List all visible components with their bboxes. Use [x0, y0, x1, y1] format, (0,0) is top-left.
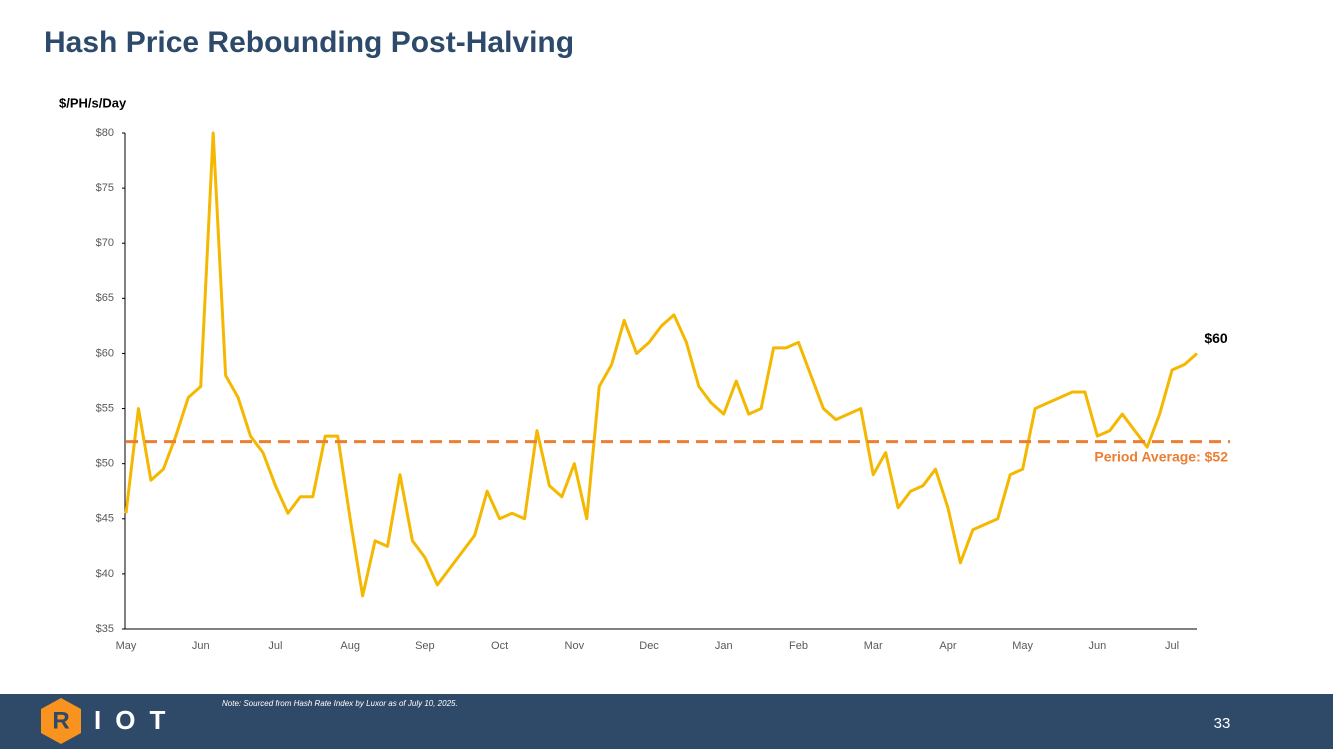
- slide-title: Hash Price Rebounding Post-Halving: [44, 26, 574, 59]
- page-number: 33: [1214, 715, 1231, 732]
- x-tick-label: Oct: [491, 640, 508, 652]
- logo-hex: [41, 698, 81, 744]
- y-tick-label: $80: [96, 127, 114, 139]
- x-tick-label: Sep: [415, 640, 435, 652]
- y-tick-label: $50: [96, 458, 114, 470]
- y-tick-label: $70: [96, 237, 114, 249]
- x-tick-label: May: [116, 640, 137, 652]
- x-tick-label: Nov: [565, 640, 585, 652]
- price-line: [124, 131, 1198, 598]
- y-tick-label: $45: [96, 513, 114, 525]
- y-tick-label: $60: [96, 347, 114, 359]
- x-tick-label: Jul: [268, 640, 282, 652]
- x-tick-label: Jun: [1088, 640, 1106, 652]
- y-tick-label: $35: [96, 623, 114, 635]
- x-tick-label: Jun: [192, 640, 210, 652]
- y-tick-label: $55: [96, 402, 114, 414]
- end-label: $60: [1204, 330, 1228, 346]
- average-label: Period Average: $52: [1094, 448, 1228, 464]
- x-tick-label: May: [1012, 640, 1033, 652]
- y-tick-label: $65: [96, 292, 114, 304]
- x-tick-label: Aug: [340, 640, 360, 652]
- x-tick-label: Feb: [789, 640, 808, 652]
- y-tick-label: $40: [96, 568, 114, 580]
- logo-text: IOT: [94, 705, 179, 735]
- footer-band: [0, 694, 1333, 749]
- y-axis-label: $/PH/s/Day: [59, 95, 127, 110]
- x-tick-label: Jul: [1165, 640, 1179, 652]
- logo-mark: R: [52, 707, 69, 734]
- x-tick-label: Jan: [715, 640, 733, 652]
- source-note: Note: Sourced from Hash Rate Index by Lu…: [222, 699, 458, 708]
- x-tick-label: Mar: [864, 640, 883, 652]
- y-tick-label: $75: [96, 182, 114, 194]
- x-tick-label: Apr: [939, 640, 956, 652]
- x-tick-label: Dec: [639, 640, 659, 652]
